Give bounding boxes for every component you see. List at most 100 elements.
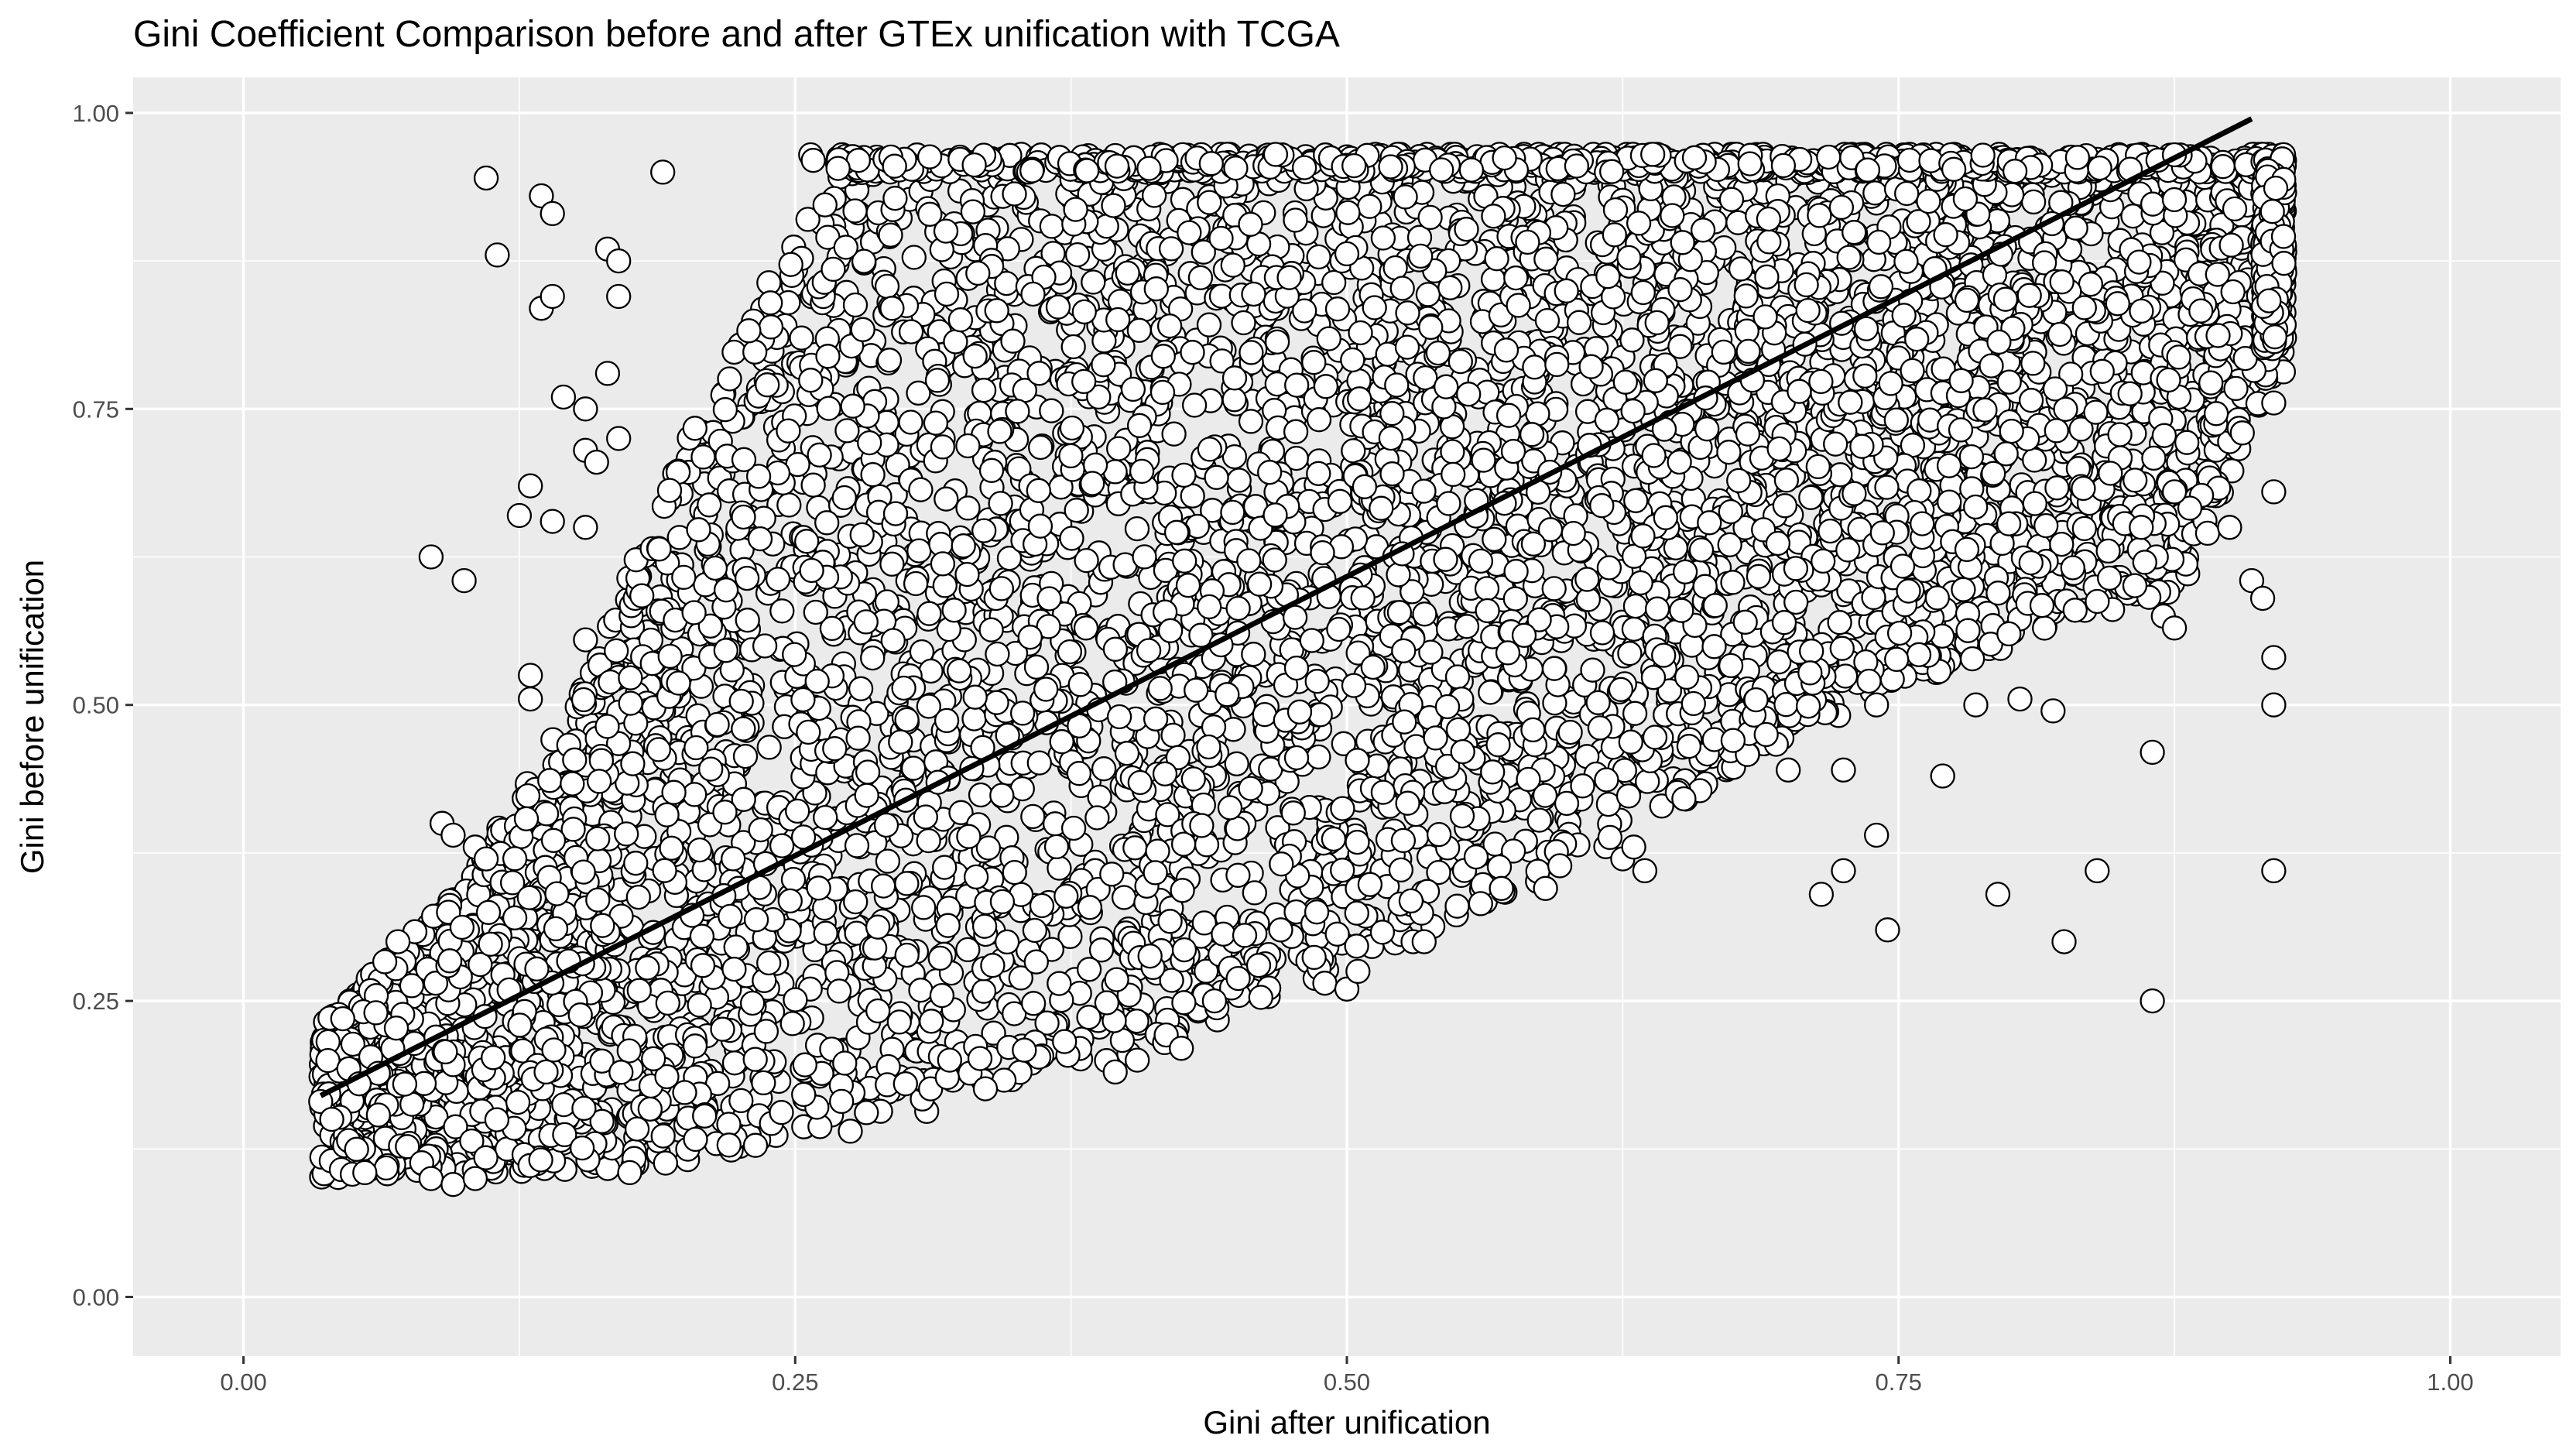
data-point (834, 418, 860, 444)
data-point (1630, 279, 1656, 306)
data-point (923, 410, 949, 436)
y-tick-label: 0.25 (73, 988, 119, 1015)
data-point (1649, 793, 1674, 819)
data-point (1718, 653, 1744, 679)
data-point (947, 658, 972, 683)
data-point (1413, 365, 1438, 391)
data-point (687, 992, 712, 1018)
data-point (1106, 436, 1132, 461)
data-point (1345, 748, 1370, 773)
data-point (1313, 374, 1339, 399)
data-point (1596, 555, 1622, 581)
data-point (1484, 246, 1509, 272)
data-point (756, 735, 782, 760)
data-point (943, 329, 968, 355)
data-point (769, 833, 795, 858)
data-point (623, 851, 649, 876)
data-point (1074, 547, 1099, 574)
data-point (1047, 855, 1072, 881)
data-point (1832, 663, 1859, 689)
data-point (961, 706, 987, 731)
data-point (1180, 483, 1205, 509)
data-point (813, 920, 838, 946)
data-point (913, 804, 938, 830)
y-tick-label: 0.00 (73, 1284, 119, 1311)
data-point (916, 601, 942, 626)
data-point (1104, 967, 1129, 992)
data-point (1541, 656, 1567, 681)
data-point (1239, 340, 1264, 365)
data-point (906, 538, 932, 564)
data-point (1060, 815, 1087, 841)
data-point (1124, 1009, 1149, 1034)
data-point (1480, 266, 1506, 292)
data-point (1087, 784, 1112, 810)
x-tick-label: 0.25 (772, 1369, 818, 1396)
data-point (1534, 307, 1561, 334)
data-point (1023, 654, 1050, 680)
data-point (1091, 756, 1117, 782)
data-point (1220, 252, 1245, 278)
data-point (934, 281, 960, 307)
data-point (860, 645, 886, 671)
data-point (906, 380, 931, 406)
data-point (842, 292, 869, 318)
data-point (875, 848, 901, 874)
data-point (682, 782, 707, 807)
data-point (1171, 462, 1197, 488)
data-point (1395, 790, 1420, 816)
data-point (844, 833, 870, 858)
data-point (1316, 326, 1341, 351)
data-point (898, 319, 924, 344)
y-tick-label: 1.00 (73, 100, 119, 127)
data-point (717, 366, 742, 392)
data-point (1306, 407, 1332, 433)
data-point (683, 1126, 708, 1153)
data-point (1124, 516, 1150, 542)
data-point (1597, 824, 1623, 851)
data-point (800, 472, 826, 498)
data-point (1525, 401, 1550, 427)
data-point (1519, 422, 1545, 447)
data-point (968, 782, 994, 808)
data-point (2071, 516, 2097, 542)
data-point (794, 529, 820, 554)
data-point (1220, 499, 1245, 526)
y-tick-labels: 0.00 0.25 0.50 0.75 1.00 (73, 100, 119, 1311)
data-point (1415, 282, 1441, 307)
y-tick-label: 0.50 (73, 692, 119, 719)
data-point (739, 990, 766, 1016)
data-point (1091, 328, 1117, 354)
data-point (848, 676, 874, 701)
data-point (874, 273, 900, 300)
data-point (1502, 586, 1528, 612)
data-point (1122, 835, 1148, 861)
data-point (1064, 242, 1091, 268)
x-tick-labels: 0.00 0.25 0.50 0.75 1.00 (220, 1369, 2473, 1396)
data-point (2022, 447, 2047, 473)
data-point (860, 462, 886, 488)
data-point (932, 573, 958, 598)
data-point (971, 978, 997, 1004)
data-point (971, 378, 997, 403)
data-point (1561, 520, 1586, 546)
data-point (1766, 649, 1792, 675)
data-point (955, 937, 981, 963)
data-point (1039, 214, 1064, 239)
data-point (507, 1012, 533, 1038)
data-point (807, 442, 832, 468)
data-point (732, 743, 759, 769)
data-point (626, 978, 652, 1003)
data-point (1827, 610, 1852, 636)
data-point (723, 934, 749, 960)
data-point (1454, 217, 1479, 242)
data-point (1622, 593, 1649, 619)
data-point (2020, 351, 2046, 376)
data-point (1161, 421, 1187, 447)
data-point (1701, 634, 1727, 659)
data-point (1321, 269, 1347, 296)
data-point (1084, 805, 1110, 831)
y-tick-label: 0.75 (73, 396, 119, 423)
axis-ticks (125, 111, 2451, 1364)
data-point (1111, 885, 1137, 910)
